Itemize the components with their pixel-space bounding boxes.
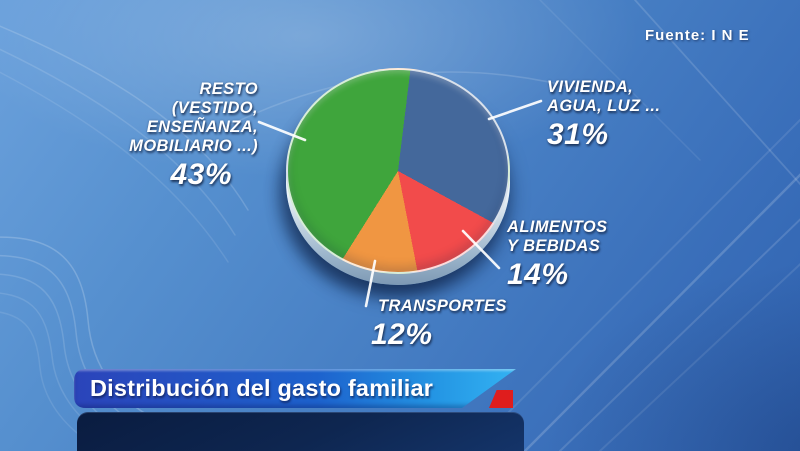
slice-percent-alimentos: 14% [507, 258, 569, 291]
slice-label-line: (VESTIDO, [171, 99, 258, 117]
slice-label-line: MOBILIARIO ...) [129, 137, 258, 155]
slice-label-line: VIVIENDA, [547, 78, 634, 96]
slice-label-line: TRANSPORTES [378, 297, 507, 315]
slice-label-line: ALIMENTOS [507, 218, 608, 236]
red-accent-tab [489, 390, 513, 408]
slice-label-transportes: TRANSPORTES 12% [371, 297, 507, 351]
slice-label-line: Y BEBIDAS [507, 237, 601, 255]
slice-label-resto: RESTO (VESTIDO, ENSEÑANZA, MOBILIARIO ..… [36, 80, 258, 191]
slice-percent-transportes: 12% [371, 318, 433, 351]
slice-label-line: RESTO [199, 80, 258, 98]
slice-label-line: ENSEÑANZA, [146, 118, 258, 136]
slice-label-vivienda: VIVIENDA, AGUA, LUZ ... 31% [547, 78, 660, 151]
lower-third-panel [77, 412, 524, 451]
slice-label-line: AGUA, LUZ ... [547, 97, 661, 115]
slice-percent-vivienda: 31% [547, 118, 609, 151]
slice-label-alimentos: ALIMENTOS Y BEBIDAS 14% [507, 218, 607, 291]
slice-percent-resto: 43% [170, 158, 232, 191]
title-banner: Distribución del gasto familiar [74, 369, 516, 408]
pie-chart [286, 68, 510, 274]
source-label: Fuente: I N E [645, 27, 750, 44]
chart-title: Distribución del gasto familiar [90, 375, 434, 401]
